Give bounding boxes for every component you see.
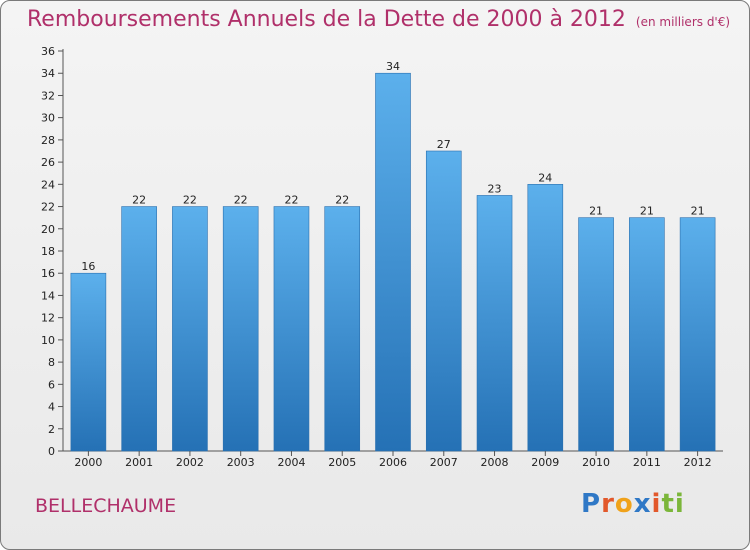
chart-title: Remboursements Annuels de la Dette de 20… <box>27 7 730 32</box>
bar <box>578 217 614 452</box>
x-tick-label: 2004 <box>277 456 305 469</box>
bar-value-label: 22 <box>132 194 146 207</box>
y-tick-label: 22 <box>41 201 55 214</box>
y-tick-label: 34 <box>41 67 55 80</box>
y-tick-label: 20 <box>41 223 55 236</box>
bar-value-label: 22 <box>284 194 298 207</box>
bar-value-label: 21 <box>640 205 654 218</box>
bar-value-label: 16 <box>81 260 95 273</box>
bar-value-label: 23 <box>488 182 502 195</box>
chart-unit: (en milliers d'€) <box>635 15 731 29</box>
bar-value-label: 21 <box>589 205 603 218</box>
y-tick-label: 8 <box>48 356 55 369</box>
x-tick-label: 2010 <box>582 456 610 469</box>
bar <box>425 150 462 452</box>
bar <box>121 206 157 452</box>
x-tick-label: 2000 <box>74 456 102 469</box>
bar-value-label: 21 <box>691 205 705 218</box>
x-tick-label: 2005 <box>328 456 356 469</box>
proxiti-logo: Proxiti <box>581 489 685 519</box>
logo-letter-o: o <box>614 489 634 519</box>
bar <box>222 206 259 452</box>
bar <box>527 184 564 452</box>
y-tick-label: 4 <box>48 401 55 414</box>
bar-value-label: 34 <box>386 60 400 73</box>
y-tick-label: 36 <box>41 45 55 58</box>
x-tick-label: 2007 <box>430 456 458 469</box>
logo-letter-r: r <box>601 489 615 519</box>
logo-letter-x: x <box>633 489 652 519</box>
y-tick-label: 2 <box>48 423 55 436</box>
x-tick-label: 2003 <box>227 456 255 469</box>
logo-letter-p: P <box>581 489 602 519</box>
y-tick-label: 28 <box>41 134 55 147</box>
commune-name: BELLECHAUME <box>35 495 177 517</box>
bar <box>70 272 107 452</box>
y-tick-label: 14 <box>41 289 55 302</box>
y-tick-label: 10 <box>41 334 55 347</box>
y-tick-label: 0 <box>48 445 55 458</box>
bar <box>324 206 361 452</box>
x-tick-label: 2008 <box>481 456 509 469</box>
y-tick-label: 18 <box>41 245 55 258</box>
bar-value-label: 22 <box>183 194 197 207</box>
bar <box>375 72 411 452</box>
bar <box>679 217 716 452</box>
bar-value-label: 24 <box>538 171 552 184</box>
x-tick-label: 2012 <box>684 456 712 469</box>
y-tick-label: 26 <box>41 156 55 169</box>
bar <box>273 206 310 452</box>
x-tick-label: 2009 <box>531 456 559 469</box>
x-tick-label: 2002 <box>176 456 204 469</box>
bar-value-label: 22 <box>234 194 248 207</box>
logo-letters-ti: ti <box>661 489 685 519</box>
x-tick-label: 2006 <box>379 456 407 469</box>
y-tick-label: 12 <box>41 312 55 325</box>
y-tick-label: 6 <box>48 378 55 391</box>
x-tick-label: 2001 <box>125 456 153 469</box>
bar <box>172 206 208 452</box>
y-tick-label: 32 <box>41 89 55 102</box>
logo-letter-i: i <box>651 489 662 519</box>
bar-value-label: 22 <box>335 194 349 207</box>
bar <box>476 195 513 452</box>
bar-value-label: 27 <box>437 138 451 151</box>
y-tick-label: 24 <box>41 178 55 191</box>
y-tick-label: 30 <box>41 112 55 125</box>
bar <box>629 217 665 452</box>
y-tick-label: 16 <box>41 267 55 280</box>
chart-title-text: Remboursements Annuels de la Dette de 20… <box>27 7 626 32</box>
x-tick-label: 2011 <box>633 456 661 469</box>
